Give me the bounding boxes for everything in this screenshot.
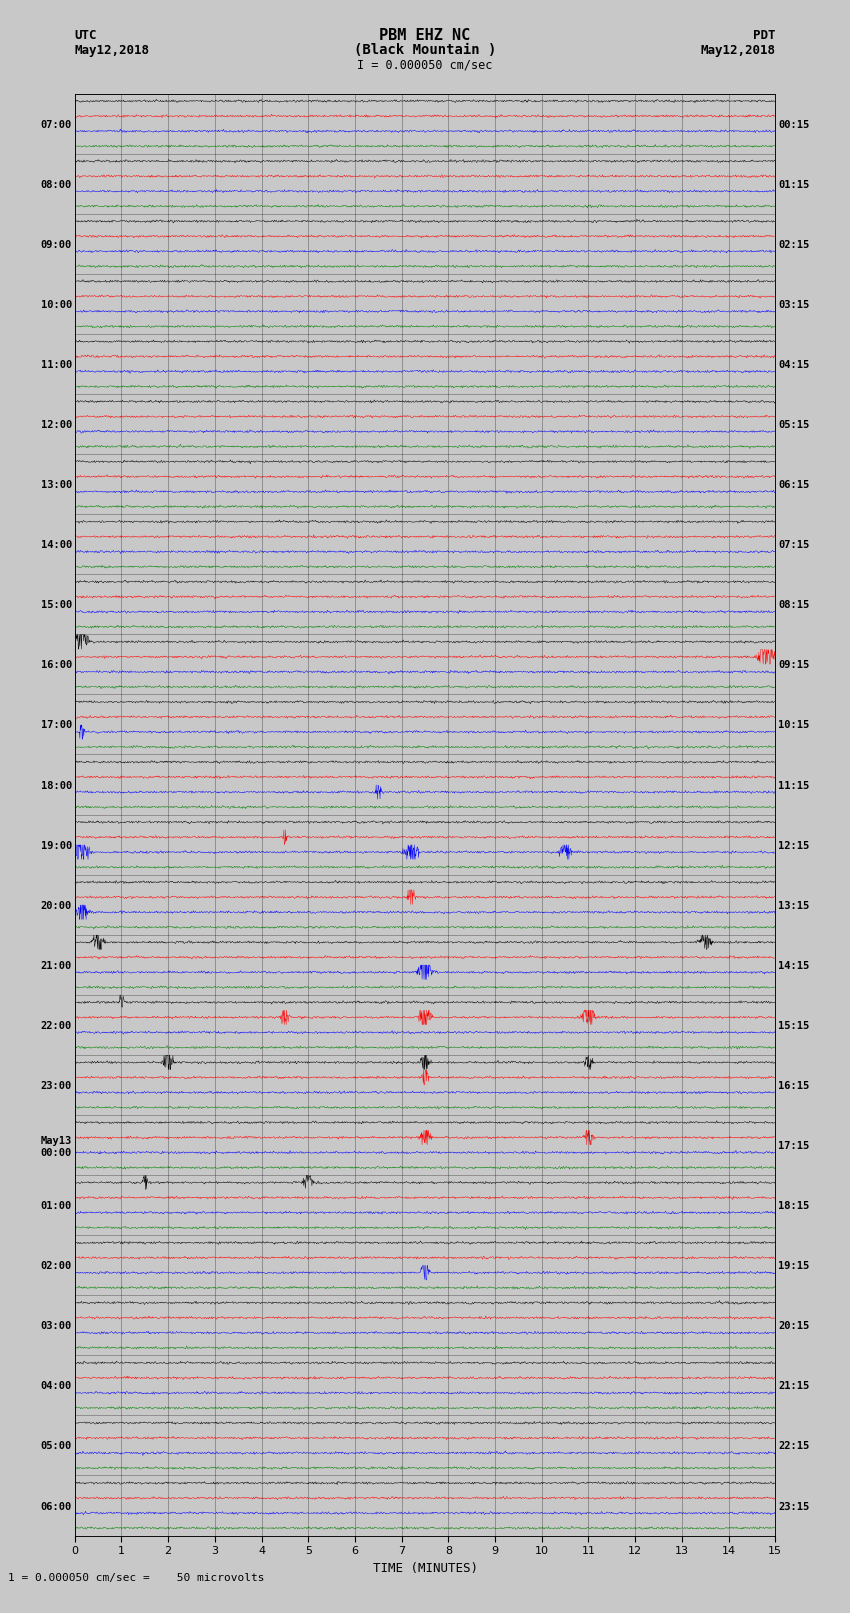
Text: May12,2018: May12,2018 <box>75 44 150 56</box>
Text: I = 0.000050 cm/sec: I = 0.000050 cm/sec <box>357 58 493 71</box>
Text: May12,2018: May12,2018 <box>700 44 775 56</box>
Text: 1 = 0.000050 cm/sec =    50 microvolts: 1 = 0.000050 cm/sec = 50 microvolts <box>8 1573 265 1582</box>
X-axis label: TIME (MINUTES): TIME (MINUTES) <box>372 1561 478 1574</box>
Text: (Black Mountain ): (Black Mountain ) <box>354 44 496 56</box>
Text: PBM EHZ NC: PBM EHZ NC <box>379 27 471 44</box>
Text: PDT: PDT <box>753 29 775 42</box>
Text: UTC: UTC <box>75 29 97 42</box>
